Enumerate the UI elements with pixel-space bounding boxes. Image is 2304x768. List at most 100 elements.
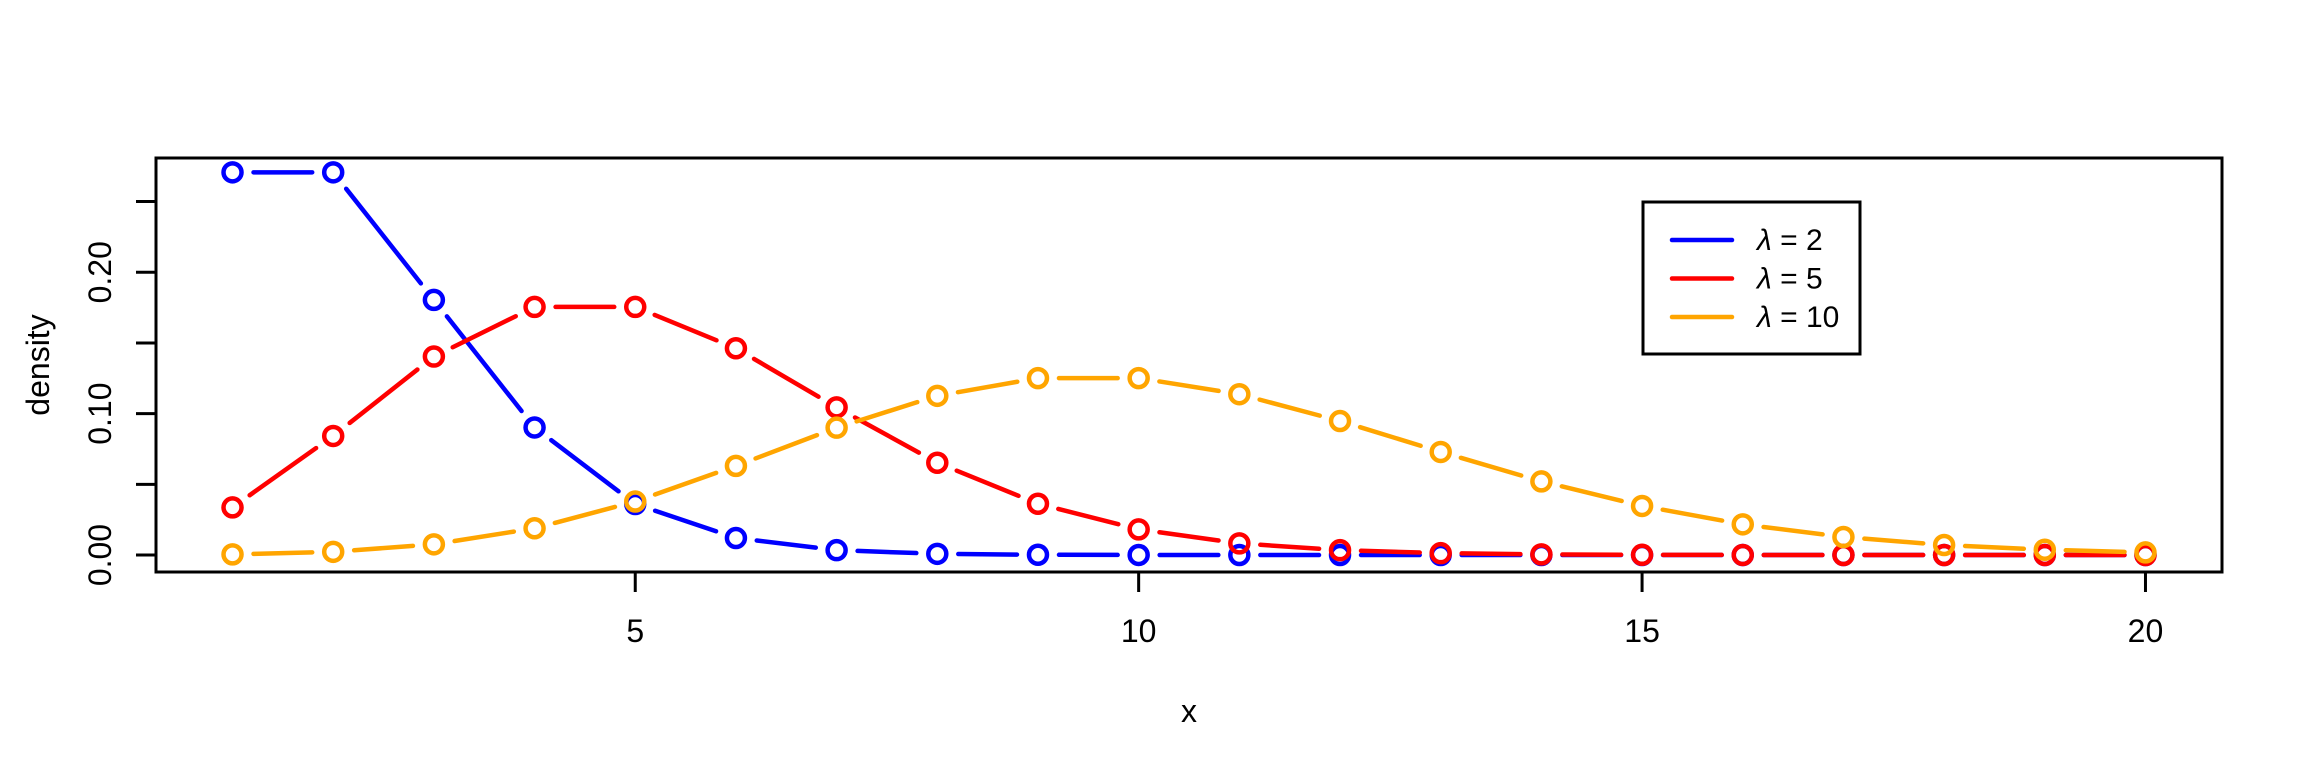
data-point bbox=[1932, 533, 1956, 557]
series-line-segment bbox=[343, 186, 424, 286]
data-point bbox=[1832, 543, 1855, 567]
series-line-segment bbox=[1258, 542, 1322, 552]
data-point bbox=[926, 542, 949, 566]
data-point bbox=[1127, 366, 1150, 390]
data-point bbox=[825, 396, 848, 419]
series-5 bbox=[221, 295, 2157, 567]
data-point bbox=[1429, 541, 1452, 565]
series-line-segment bbox=[1459, 551, 1523, 557]
data-point bbox=[523, 517, 546, 540]
legend-entry-label: λ = 2 bbox=[1755, 224, 1823, 257]
data-point bbox=[1026, 366, 1050, 390]
data-point bbox=[1026, 492, 1050, 516]
series-line-segment bbox=[955, 379, 1020, 395]
data-point bbox=[321, 161, 345, 184]
series-line-segment bbox=[1257, 397, 1322, 418]
data-point bbox=[422, 533, 446, 556]
y-axis-tick-label: 0.20 bbox=[82, 241, 118, 303]
x-axis-tick-label: 5 bbox=[626, 613, 644, 649]
series-line-segment bbox=[247, 445, 319, 498]
series-line-segment bbox=[954, 468, 1021, 499]
series-line-segment bbox=[1559, 484, 1624, 504]
series-line-segment bbox=[1358, 548, 1422, 555]
data-point bbox=[1630, 543, 1654, 567]
data-point bbox=[1328, 409, 1352, 433]
series-line-segment bbox=[652, 508, 719, 534]
data-point bbox=[825, 416, 848, 439]
data-point bbox=[523, 295, 546, 319]
data-point bbox=[1731, 513, 1755, 536]
data-point bbox=[1832, 525, 1855, 549]
series-line-segment bbox=[1660, 507, 1725, 523]
data-point bbox=[1530, 470, 1553, 493]
data-point bbox=[926, 384, 949, 408]
data-point bbox=[422, 288, 446, 312]
y-axis: 0.00 0.10 0.20 bbox=[82, 200, 156, 586]
series-line-segment bbox=[1157, 530, 1221, 543]
x-axis: 5 10 15 20 bbox=[626, 572, 2163, 649]
data-point bbox=[623, 295, 647, 319]
series-line-segment bbox=[1157, 379, 1221, 394]
series-line-segment bbox=[549, 437, 621, 494]
data-point bbox=[724, 454, 748, 478]
series-line-segment bbox=[452, 529, 517, 544]
legend: λ = 2 λ = 5 λ = 10 bbox=[1641, 200, 1862, 356]
series-line-segment bbox=[852, 415, 922, 455]
data-point bbox=[321, 540, 345, 564]
data-point bbox=[1228, 382, 1251, 406]
series-line-segment bbox=[351, 543, 416, 553]
series-line-segment bbox=[1761, 524, 1825, 537]
series-line-segment bbox=[652, 470, 719, 497]
legend-entry-label: λ = 5 bbox=[1755, 262, 1823, 295]
series-line-segment bbox=[1056, 506, 1121, 527]
data-point bbox=[623, 490, 647, 513]
series-10 bbox=[221, 366, 2157, 566]
data-point bbox=[1530, 543, 1553, 566]
series-line-segment bbox=[450, 313, 518, 350]
data-point bbox=[1429, 440, 1452, 464]
data-point bbox=[825, 538, 848, 562]
data-point bbox=[724, 526, 748, 550]
data-point bbox=[1630, 494, 1654, 518]
series-line-segment bbox=[751, 356, 821, 399]
legend-entry: λ = 5 bbox=[1669, 262, 1823, 295]
series-line-segment bbox=[444, 314, 524, 414]
data-point bbox=[523, 416, 546, 439]
series-2 bbox=[221, 161, 2157, 567]
y-axis-title: density bbox=[20, 314, 56, 415]
data-point bbox=[1932, 543, 1956, 567]
plot-box bbox=[154, 156, 2224, 574]
series-line-segment bbox=[2063, 548, 2127, 555]
data-point bbox=[1127, 543, 1150, 567]
y-axis-tick-label: 0.00 bbox=[82, 524, 118, 586]
x-axis-title: x bbox=[1181, 693, 1197, 729]
series-line-segment bbox=[855, 548, 919, 556]
series-line-segment bbox=[854, 399, 920, 424]
series-line-segment bbox=[552, 504, 618, 526]
data-point bbox=[1228, 532, 1251, 555]
series-line-segment bbox=[347, 367, 420, 426]
data-point bbox=[1731, 543, 1755, 567]
data-point bbox=[321, 424, 345, 448]
data-point bbox=[2134, 541, 2157, 564]
x-axis-tick-label: 15 bbox=[1624, 613, 1660, 649]
legend-entry: λ = 10 bbox=[1669, 301, 1839, 334]
series-line-segment bbox=[1862, 536, 1926, 546]
series-line-segment bbox=[753, 432, 820, 461]
x-axis-tick-label: 10 bbox=[1121, 613, 1157, 649]
series-line-segment bbox=[956, 551, 1020, 557]
data-point bbox=[1328, 538, 1352, 562]
series-line-segment bbox=[251, 550, 315, 557]
data-point bbox=[1026, 543, 1050, 567]
legend-entry: λ = 2 bbox=[1669, 224, 1823, 257]
data-point bbox=[926, 451, 949, 474]
data-point bbox=[221, 543, 244, 566]
data-point bbox=[1127, 518, 1150, 541]
x-axis-tick-label: 20 bbox=[2128, 613, 2164, 649]
y-axis-tick-label: 0.10 bbox=[82, 382, 118, 444]
data-point bbox=[221, 161, 244, 184]
series-line-segment bbox=[1458, 455, 1524, 478]
data-point bbox=[1228, 543, 1251, 567]
